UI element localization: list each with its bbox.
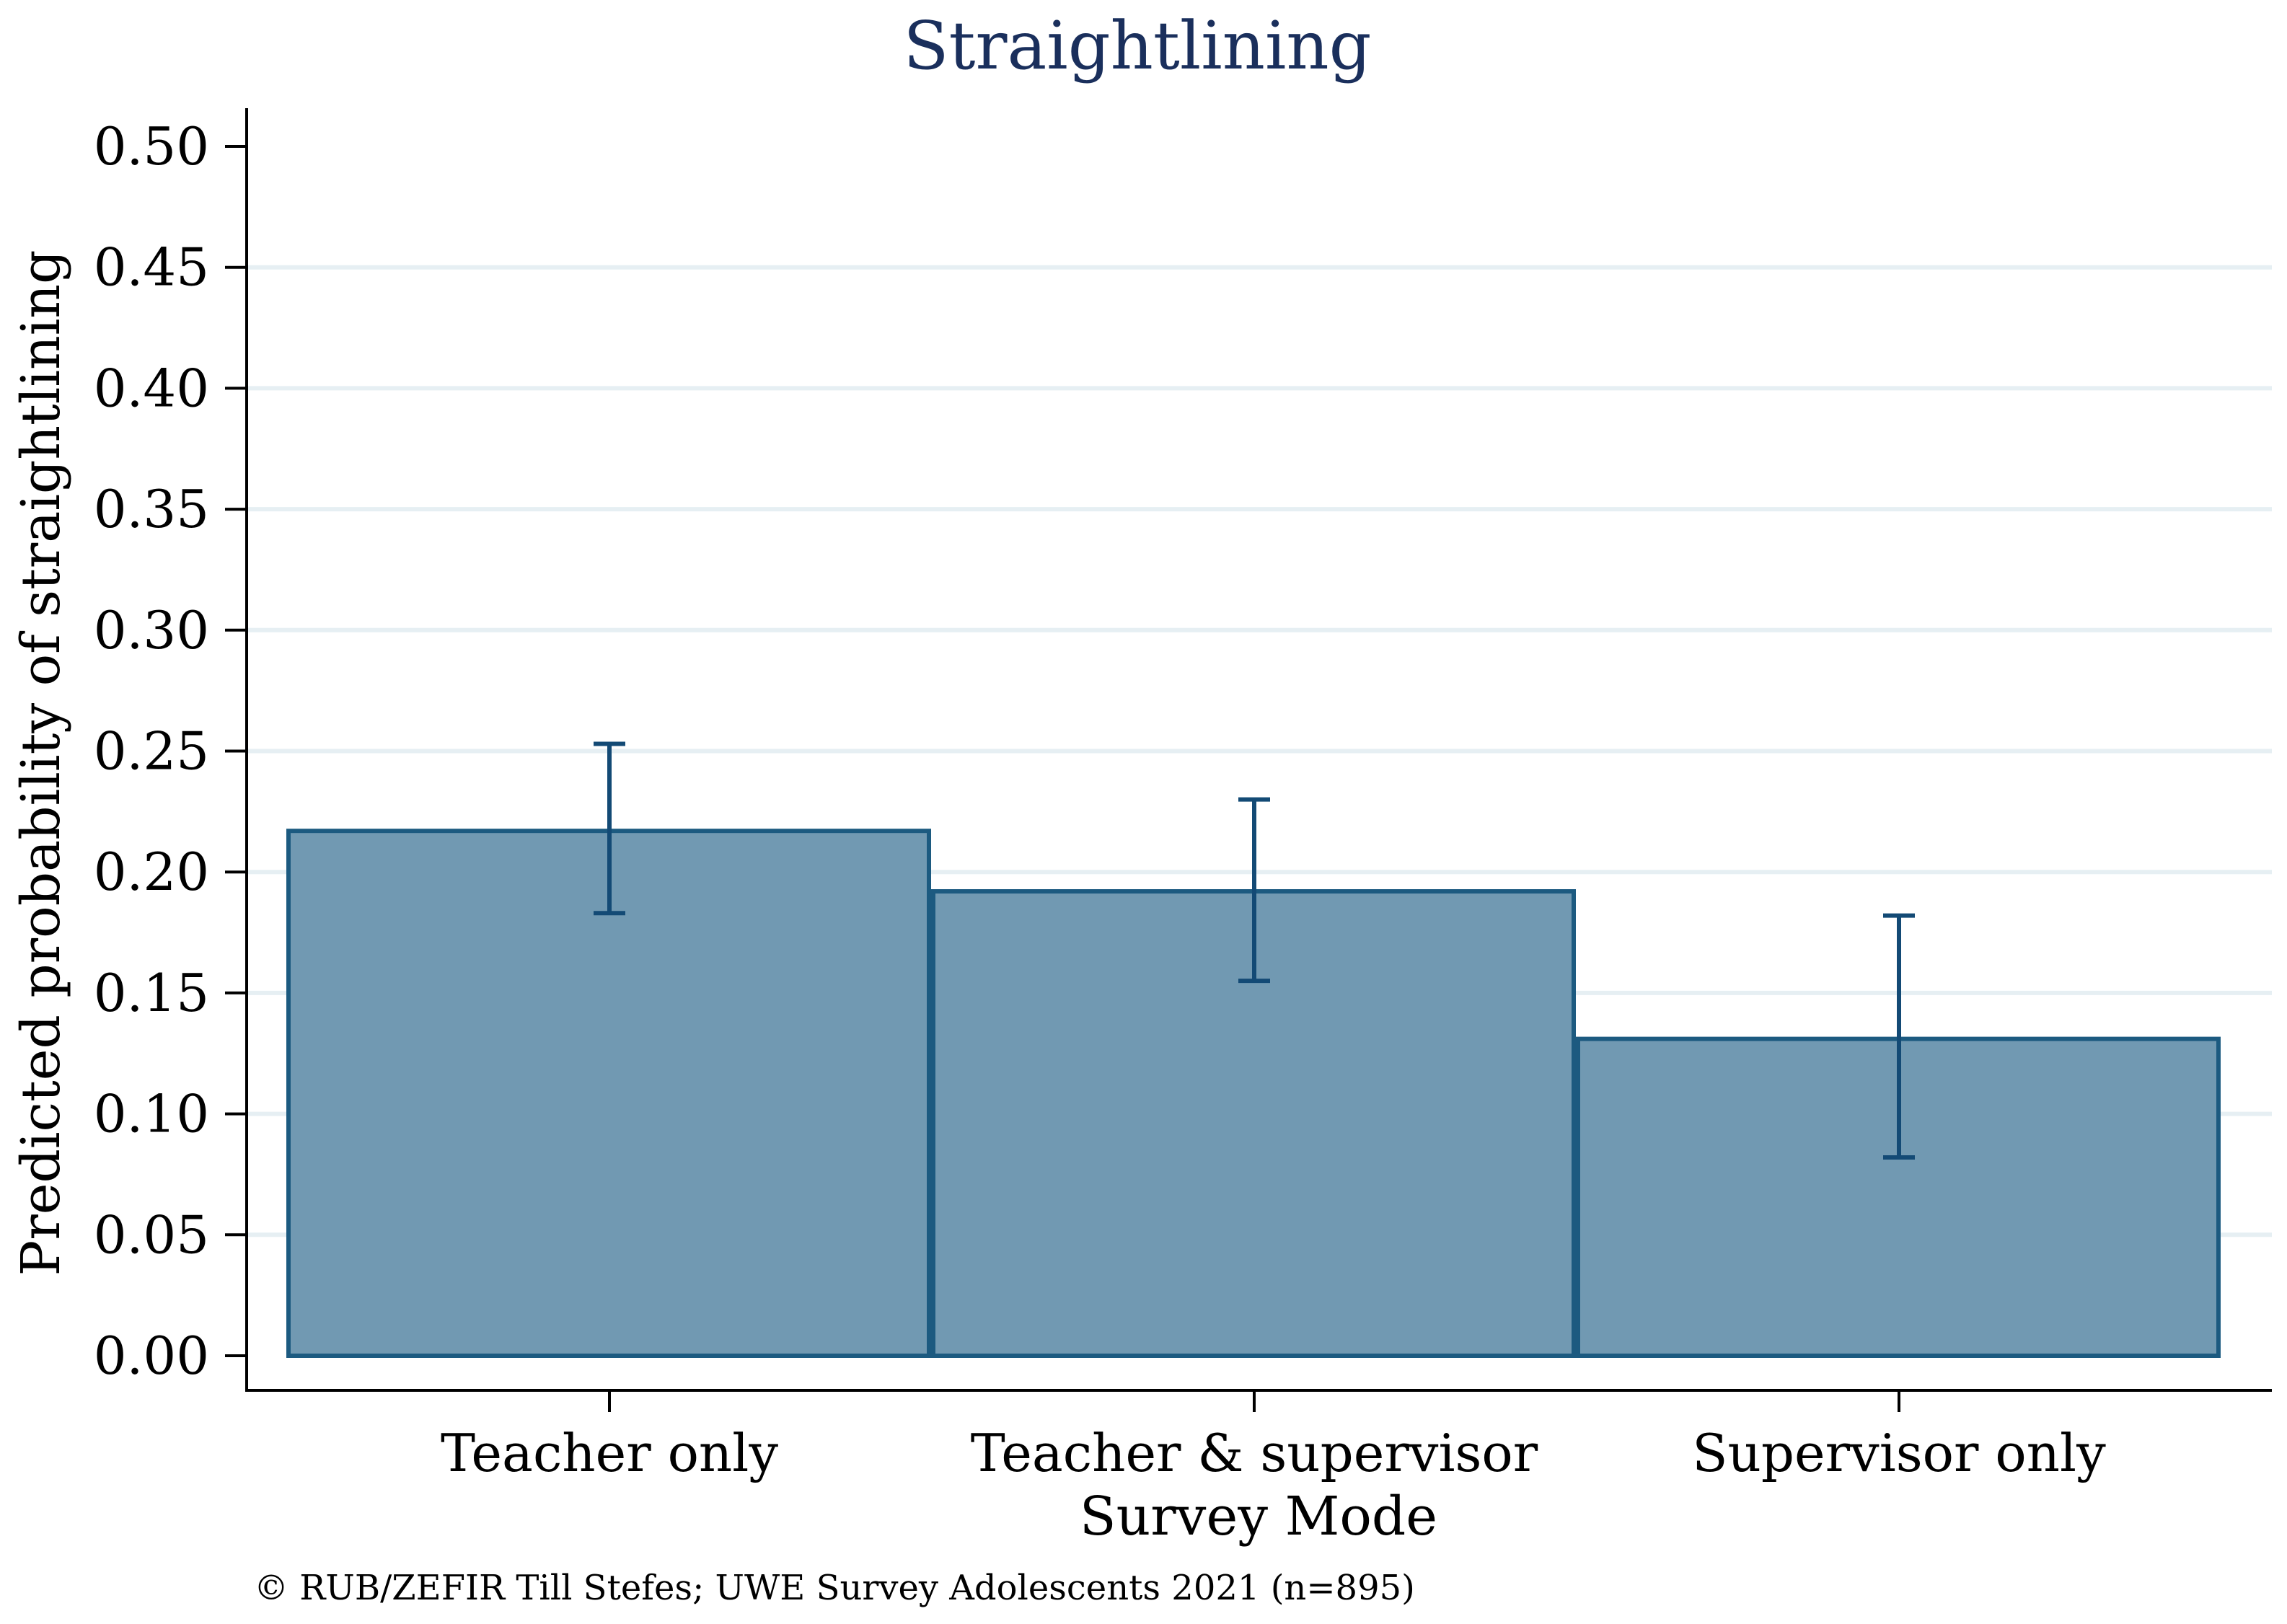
y-tick-label: 0.30 xyxy=(94,600,209,661)
x-tick-label: Teacher & supervisor xyxy=(971,1423,1538,1483)
x-tick-label: Supervisor only xyxy=(1692,1423,2106,1483)
x-axis-title: Survey Mode xyxy=(1080,1486,1437,1548)
y-tick-labels: 0.00 0.05 0.10 0.15 0.20 0.25 0.30 0.35 0.40 0.45… xyxy=(94,116,209,1386)
y-tick-label: 0.25 xyxy=(94,721,209,782)
y-axis-title: Predicted probability of straightlining xyxy=(10,250,72,1276)
error-bars xyxy=(594,741,1915,1160)
y-tick-label: 0.15 xyxy=(94,963,209,1023)
y-tick-label: 0.00 xyxy=(94,1325,209,1386)
y-tick-label: 0.50 xyxy=(94,116,209,177)
chart-title: Straightlining xyxy=(903,7,1371,84)
y-tick-label: 0.05 xyxy=(94,1204,209,1265)
y-tick-label: 0.35 xyxy=(94,479,209,539)
x-tick-label: Teacher only xyxy=(441,1423,778,1483)
y-tick-label: 0.10 xyxy=(94,1084,209,1144)
bars xyxy=(286,829,2221,1358)
bar xyxy=(286,829,931,1358)
axes xyxy=(225,108,2272,1412)
source-note: © RUB/ZEFIR Till Stefes; UWE Survey Adol… xyxy=(254,1568,1415,1608)
y-tick-label: 0.45 xyxy=(94,237,209,298)
y-tick-label: 0.20 xyxy=(94,842,209,902)
x-tick-labels: Teacher only Teacher & supervisor Supervis… xyxy=(441,1423,2106,1483)
y-tick-label: 0.40 xyxy=(94,358,209,418)
